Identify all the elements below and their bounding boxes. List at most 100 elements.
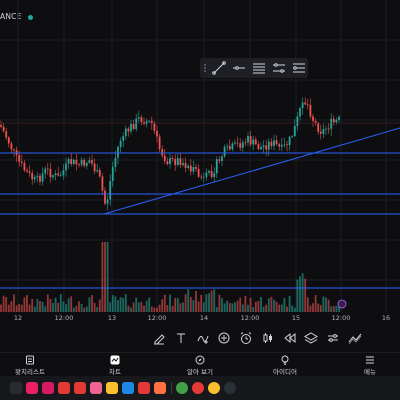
candle-body	[150, 120, 153, 124]
volume-bar	[293, 307, 296, 312]
candle-body	[275, 140, 278, 145]
camera-app-icon[interactable]	[42, 382, 54, 394]
text-tool-icon[interactable]	[172, 329, 190, 347]
candle-body	[140, 117, 143, 123]
volume-bar	[75, 305, 78, 312]
volume-bar	[312, 303, 314, 312]
volume-bar	[249, 297, 252, 312]
drawing-marker	[337, 299, 347, 309]
talk-app-icon[interactable]	[106, 382, 118, 394]
nav-watchlist[interactable]: 왓치리스트	[0, 353, 60, 377]
candle-body	[187, 165, 190, 168]
horizontal-ray-icon[interactable]	[231, 60, 248, 76]
volume-bar	[130, 307, 132, 312]
pitchfork-icon[interactable]	[291, 60, 308, 76]
candle-body	[210, 170, 213, 178]
candle-body	[197, 168, 200, 177]
fib-retracement-icon[interactable]	[251, 60, 268, 76]
volume-bar	[111, 295, 114, 312]
nav-ideas-label: 아이디어	[273, 367, 297, 376]
pencil-icon[interactable]	[150, 329, 168, 347]
nav-explore[interactable]: 알아 보기	[170, 353, 230, 377]
candle-body	[148, 120, 151, 122]
camera-round-app-icon[interactable]	[192, 382, 204, 394]
candle-body	[182, 163, 184, 165]
candle-body	[153, 123, 156, 131]
volume-bar	[257, 301, 260, 312]
candle-body	[288, 136, 291, 146]
nav-chart[interactable]: 차트	[85, 353, 145, 377]
volume-bar	[127, 305, 130, 312]
volume-bar	[262, 306, 265, 312]
candle-body	[57, 173, 60, 176]
volume-bar	[96, 307, 99, 312]
volume-bar	[31, 298, 34, 312]
candle-body	[322, 129, 325, 134]
plus-icon[interactable]	[215, 329, 233, 347]
dark-app-icon[interactable]	[224, 382, 236, 394]
rewind-icon[interactable]	[281, 329, 299, 347]
candle-body	[301, 102, 304, 109]
candle-body	[280, 144, 283, 147]
add-indicator-icon[interactable]	[194, 329, 212, 347]
candle-body	[304, 102, 307, 105]
trend-line-icon[interactable]	[211, 60, 228, 76]
volume-bar	[18, 304, 21, 312]
candle-body	[96, 170, 99, 172]
candle-body	[247, 136, 249, 143]
candle-body	[135, 118, 138, 129]
flower-app-icon[interactable]	[26, 382, 38, 394]
layers-icon[interactable]	[302, 329, 320, 347]
drawn-lines	[0, 122, 400, 309]
alarm-clock-icon[interactable]	[237, 329, 255, 347]
time-label: 12:00	[54, 314, 74, 322]
chrome-app-icon[interactable]	[176, 382, 188, 394]
time-label: 12	[13, 314, 23, 322]
price-chart[interactable]	[0, 0, 400, 312]
settings-sliders-icon[interactable]	[324, 329, 342, 347]
calendar-app-icon[interactable]	[122, 382, 134, 394]
candle-body	[104, 190, 106, 204]
candle-body	[223, 146, 226, 157]
news-app-icon[interactable]	[58, 382, 70, 394]
candle-body	[319, 131, 322, 134]
candle-body	[49, 168, 52, 178]
candle-body	[114, 157, 117, 167]
volume-bar	[213, 289, 216, 312]
candle-body	[80, 159, 83, 165]
nav-menu[interactable]: 메뉴	[340, 353, 400, 377]
time-label: 14	[199, 314, 209, 322]
tiles-app-icon[interactable]	[154, 382, 166, 394]
candle-type-icon[interactable]	[259, 329, 277, 347]
candle-body	[117, 146, 119, 158]
nav-ideas[interactable]: 아이디어	[255, 353, 315, 377]
volume-bar	[83, 307, 86, 312]
drive-app-icon[interactable]	[208, 382, 220, 394]
candle-body	[208, 170, 210, 173]
volume-bar	[20, 304, 23, 312]
drag-grip-icon[interactable]	[202, 60, 208, 76]
more-tools-icon[interactable]	[346, 329, 364, 347]
candle-body	[111, 166, 114, 181]
candle-body	[31, 172, 34, 180]
candle-body	[184, 163, 187, 168]
volume-bar	[325, 297, 327, 312]
candle-body	[234, 142, 236, 144]
time-label: 13	[107, 314, 117, 322]
candle-body	[189, 165, 192, 172]
volume-bar	[301, 273, 304, 312]
volume-bar	[306, 297, 309, 312]
parallel-channel-icon[interactable]	[271, 60, 288, 76]
app-drawer-icon[interactable]	[10, 382, 22, 394]
time-label: 12:00	[147, 314, 167, 322]
cross-app-icon[interactable]	[138, 382, 150, 394]
grid-app-icon[interactable]	[90, 382, 102, 394]
candle-body	[252, 139, 255, 145]
volume-bar	[15, 305, 18, 312]
volume-bar	[187, 289, 190, 312]
candle-body	[273, 140, 275, 146]
candle-body	[262, 145, 265, 147]
flipboard-app-icon[interactable]	[74, 382, 86, 394]
volume-bar	[171, 305, 174, 312]
candle-body	[161, 149, 164, 156]
